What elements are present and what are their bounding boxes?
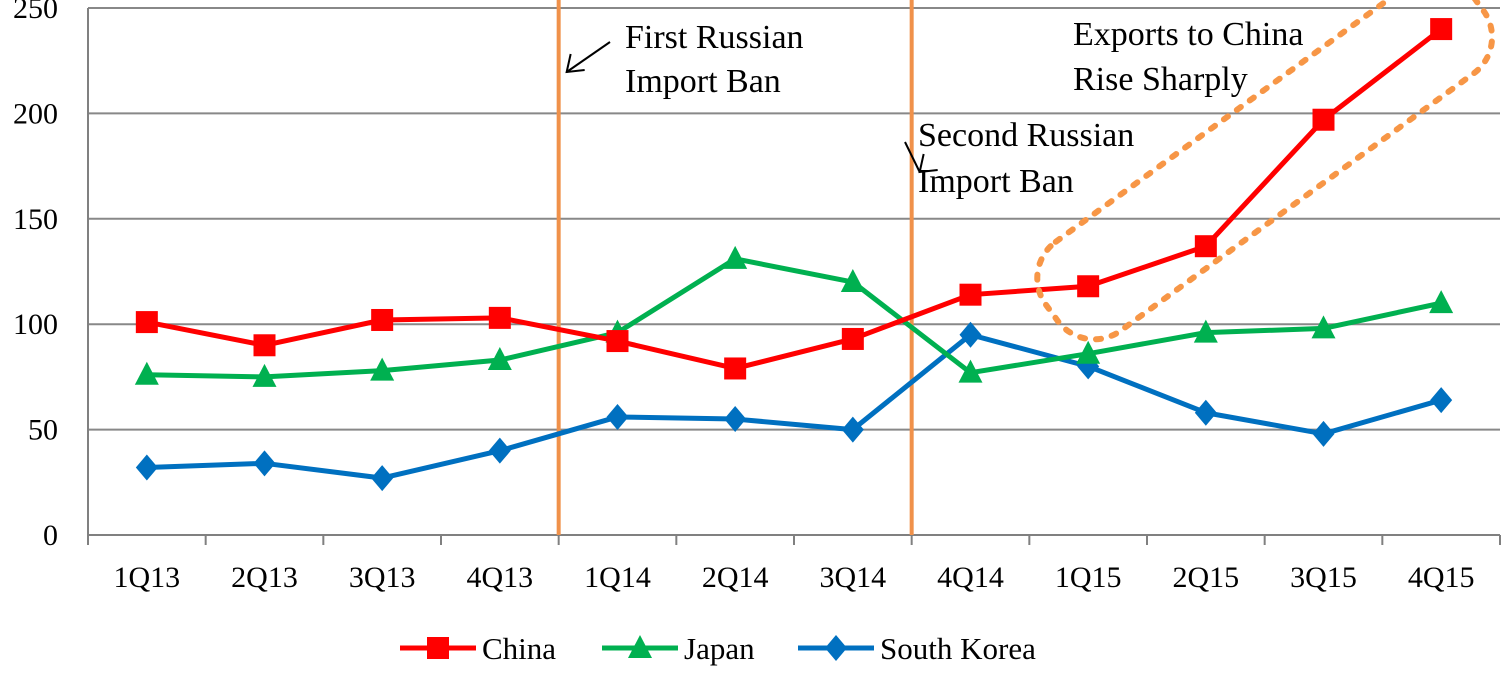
data-point-china	[488, 306, 511, 329]
data-point-china	[1194, 235, 1217, 258]
y-axis-tick-labels: 0 50 100 150 200 250	[13, 0, 58, 552]
annotation-arrow	[904, 141, 921, 173]
data-point-japan	[1076, 340, 1101, 364]
series-line-japan	[146, 256, 1442, 380]
data-point-japan	[1429, 290, 1454, 314]
data-point-china	[1312, 108, 1335, 131]
data-point-china	[253, 334, 276, 357]
x-tick-label: 1Q15	[1055, 561, 1122, 594]
data-point-japan	[487, 347, 512, 371]
y-tick-label: 50	[28, 414, 58, 447]
x-axis-tick-labels: 1Q13 2Q13 3Q13 4Q13 1Q14 2Q14 3Q14 4Q14 1Q15 2Q15…	[113, 561, 1474, 594]
data-point-japan	[1311, 315, 1336, 339]
series-japan	[134, 245, 1454, 387]
y-tick-label: 100	[13, 308, 58, 341]
data-point-japan	[1193, 319, 1218, 343]
data-point-japan	[723, 245, 748, 269]
y-tick-label: 0	[43, 519, 58, 552]
data-point-china	[371, 308, 394, 331]
event-label-line: Import Ban	[918, 163, 1074, 200]
legend: China Japan South Korea	[400, 631, 1036, 666]
legend-label: China	[482, 631, 556, 666]
series-south-korea	[135, 321, 1453, 492]
x-tick-label: 3Q14	[819, 561, 886, 594]
legend-marker-china	[427, 637, 449, 659]
data-point-china	[1077, 275, 1100, 298]
data-point-south-korea	[135, 454, 158, 481]
data-point-china	[1430, 18, 1453, 41]
x-tick-label: 2Q14	[702, 561, 769, 594]
annotation-arrowhead	[918, 153, 938, 174]
data-point-china	[959, 283, 982, 306]
y-tick-label: 250	[13, 0, 58, 25]
annotation-arrowhead	[565, 53, 585, 74]
x-tick-label: 1Q14	[584, 561, 651, 594]
series-group	[134, 18, 1454, 492]
event-label-line: Second Russian	[918, 117, 1134, 154]
grid-lines	[88, 7, 1500, 431]
event-lines: First Russian Import Ban Second Russian Imp…	[556, 0, 1134, 535]
x-tick-label: 1Q13	[113, 561, 180, 594]
data-point-south-korea	[724, 406, 747, 433]
data-point-south-korea	[1194, 399, 1217, 426]
data-point-south-korea	[253, 450, 276, 477]
data-point-china	[724, 357, 747, 380]
event-label-line: First Russian	[625, 19, 804, 56]
y-tick-label: 200	[13, 97, 58, 130]
x-tick-label: 4Q13	[466, 561, 533, 594]
data-point-japan	[252, 363, 277, 387]
x-tick-label: 4Q15	[1408, 561, 1475, 594]
legend-label: Japan	[684, 631, 755, 666]
y-tick-label: 150	[13, 203, 58, 236]
legend-item-south-korea: South Korea	[798, 631, 1036, 666]
callout-label-line: Rise Sharply	[1073, 61, 1248, 98]
data-point-japan	[134, 361, 159, 385]
legend-marker-japan	[628, 635, 652, 658]
series-china	[135, 18, 1453, 380]
data-point-south-korea	[841, 416, 864, 443]
event-label-line: Import Ban	[625, 63, 781, 100]
series-line-south-korea	[146, 332, 1442, 481]
data-point-japan	[840, 269, 865, 293]
data-point-south-korea	[1430, 387, 1453, 414]
x-tick-label: 2Q15	[1172, 561, 1239, 594]
callout-label-line: Exports to China	[1073, 16, 1303, 53]
x-tick-label: 4Q14	[937, 561, 1004, 594]
annotation-arrow	[566, 41, 611, 73]
series-line-china	[146, 27, 1443, 371]
data-point-china	[841, 327, 864, 350]
data-point-japan	[958, 359, 983, 383]
x-tick-label: 2Q13	[231, 561, 298, 594]
legend-item-china: China	[400, 631, 556, 666]
data-point-japan	[370, 357, 395, 381]
x-tick-label: 3Q15	[1290, 561, 1357, 594]
callout: Exports to China Rise Sharply	[1034, 0, 1496, 343]
data-point-south-korea	[606, 403, 629, 430]
data-point-south-korea	[1312, 420, 1335, 447]
axes	[87, 8, 1501, 545]
data-point-china	[135, 311, 158, 334]
legend-marker-south-korea	[825, 635, 847, 661]
legend-label: South Korea	[880, 631, 1036, 666]
x-tick-label: 3Q13	[349, 561, 416, 594]
data-point-south-korea	[959, 321, 982, 348]
data-point-south-korea	[488, 437, 511, 464]
legend-item-japan: Japan	[602, 631, 755, 666]
callout-box-group	[1034, 0, 1496, 343]
data-point-china	[606, 330, 629, 353]
callout-box	[1034, 0, 1496, 343]
data-point-south-korea	[371, 465, 394, 492]
